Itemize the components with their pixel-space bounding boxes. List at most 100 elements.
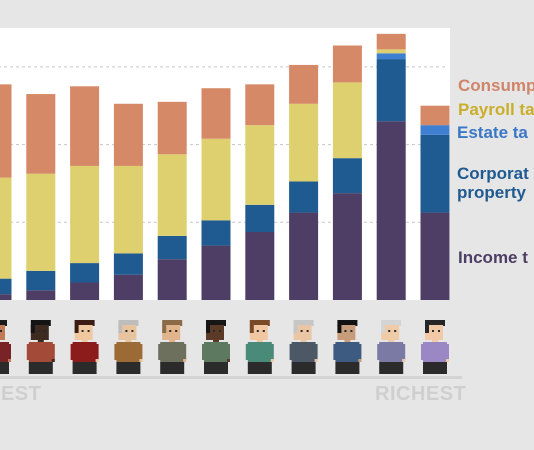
figure-eye — [0, 330, 2, 332]
legend-estate-tax: Estate ta — [457, 123, 528, 142]
figure-arm — [26, 344, 30, 360]
bar-segment — [70, 282, 100, 300]
figure-pants — [72, 362, 97, 374]
bar-segment — [201, 138, 231, 221]
figure-eye — [438, 330, 440, 332]
figure-torso — [204, 342, 228, 362]
bar-segment — [26, 290, 56, 300]
figure-head — [30, 325, 49, 340]
figure-eye — [300, 330, 303, 332]
figure-head — [0, 325, 5, 340]
figure-eye — [169, 330, 172, 332]
person-figure — [289, 320, 318, 374]
person-figure — [26, 320, 55, 374]
figure-neck — [37, 340, 44, 343]
figure-hair-side — [118, 325, 123, 333]
figure-hair — [30, 320, 51, 326]
figure-hair — [162, 320, 183, 326]
people-figures — [0, 320, 449, 374]
figure-arm — [402, 344, 406, 360]
figure-eye — [219, 330, 221, 332]
figure-head — [206, 325, 224, 340]
bar-segment — [376, 53, 406, 60]
legend-payroll-tax: Payroll ta — [458, 100, 534, 119]
bar-segment — [332, 82, 362, 159]
figure-hand — [139, 359, 143, 362]
figure-hand — [183, 359, 187, 362]
figure-torso — [335, 342, 360, 362]
legend-corporate-line1: Corporat — [457, 164, 529, 183]
figure-pants — [28, 362, 53, 374]
figure-arm — [183, 344, 187, 360]
bar-segment — [376, 121, 406, 300]
figure-hand — [446, 359, 449, 362]
bar-segment — [201, 245, 231, 300]
figure-hand — [270, 359, 274, 362]
figure-arm — [270, 344, 274, 360]
figure-hair — [74, 320, 95, 326]
bar-segment — [420, 105, 450, 126]
bar-segment — [0, 177, 12, 279]
bar-segment — [201, 220, 231, 246]
figure-eye — [388, 330, 391, 332]
figure-head — [74, 325, 93, 340]
bar-segment — [157, 101, 187, 155]
bar-segment — [113, 274, 143, 300]
person-figure — [70, 320, 99, 374]
figure-head — [118, 325, 137, 340]
figure-pants — [247, 362, 272, 374]
bar-segment — [113, 253, 143, 275]
bar-segment — [157, 259, 187, 300]
bar-segment — [113, 103, 143, 166]
figure-arm — [8, 344, 11, 360]
bar-segment — [332, 193, 362, 300]
figure-neck — [344, 340, 351, 343]
figure-arm — [202, 344, 205, 360]
figure-eye — [350, 330, 353, 332]
figure-hair — [206, 320, 226, 326]
figure-eye — [131, 330, 134, 332]
figure-hair — [0, 320, 7, 326]
figure-arm — [95, 344, 99, 360]
figure-pants — [379, 362, 404, 374]
figure-eye — [432, 330, 434, 332]
figure-hair-side — [30, 325, 35, 333]
figure-pants — [160, 362, 185, 374]
person-figure — [421, 320, 449, 374]
figure-hair-side — [381, 325, 386, 333]
legend-consumption-tax: Consump — [458, 76, 534, 95]
figure-eye — [213, 330, 215, 332]
figure-neck — [388, 340, 395, 343]
figure-neck — [256, 340, 263, 343]
figure-hair-side — [293, 325, 298, 333]
bar-segment — [201, 88, 231, 139]
figure-arm — [446, 344, 449, 360]
baseline-rule — [0, 376, 462, 379]
figure-hair — [425, 320, 445, 326]
figure-hand — [227, 359, 230, 362]
figure-neck — [432, 340, 438, 343]
figure-eye — [394, 330, 397, 332]
bar-segment — [245, 232, 275, 300]
figure-hair-side — [206, 325, 210, 333]
bar-segment — [245, 84, 275, 126]
person-figure — [114, 320, 143, 374]
figure-head — [293, 325, 312, 340]
person-figure — [158, 320, 187, 374]
figure-head — [337, 325, 356, 340]
bar-segment — [332, 45, 362, 83]
bar-segment — [289, 64, 319, 104]
bar-segment — [376, 33, 406, 50]
figure-hand — [402, 359, 406, 362]
figure-torso — [28, 342, 53, 362]
legend-corporate-line2: property — [457, 183, 526, 202]
bar-segment — [420, 125, 450, 135]
legend-income-tax: Income t — [458, 248, 528, 267]
figure-hair-side — [249, 325, 254, 333]
bar-segment — [245, 125, 275, 205]
figure-pants — [291, 362, 316, 374]
figure-hair-side — [162, 325, 167, 333]
bar-segment — [70, 86, 100, 166]
bar-segment — [26, 270, 56, 291]
figure-neck — [125, 340, 132, 343]
